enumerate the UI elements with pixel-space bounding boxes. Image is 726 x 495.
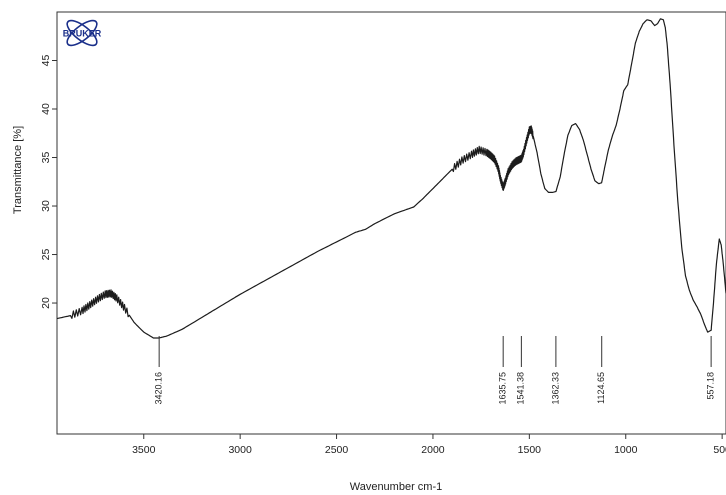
logo-text: BRUKER	[63, 29, 102, 39]
plot-frame	[56, 11, 726, 435]
y-tick-label: 40	[40, 103, 52, 115]
peak-label: 1541.38	[516, 372, 526, 405]
bruker-logo: BRUKER	[63, 19, 102, 47]
x-tick-label: 2000	[421, 444, 445, 456]
x-tick-label: 1500	[518, 444, 542, 456]
y-axis-title: Transmittance [%]	[12, 126, 24, 214]
y-tick-label: 35	[40, 152, 52, 164]
y-tick-label: 30	[40, 200, 52, 212]
peak-label: 1124.65	[596, 372, 606, 404]
x-tick-label: 1000	[614, 444, 638, 456]
series-layer	[56, 18, 726, 339]
spectrum-line	[56, 18, 726, 339]
y-tick-label: 45	[40, 55, 52, 67]
y-tick-label: 25	[40, 249, 52, 261]
x-tick-label: 3000	[228, 444, 252, 456]
y-axis: 20 25 30 35 40 45	[40, 55, 57, 309]
peak-label: 1635.75	[498, 372, 508, 405]
x-axis: 3500 3000 2500 2000 1500 1000 500	[132, 434, 726, 456]
x-tick-label: 500	[713, 444, 726, 456]
x-tick-label: 2500	[325, 444, 349, 456]
peak-label: 1362.33	[550, 372, 560, 405]
peak-markers: 3420.16 1635.75 1541.38 1362.33 1124.65 557.1…	[154, 336, 715, 405]
peak-label: 557.18	[705, 372, 715, 400]
peak-label: 3420.16	[154, 372, 164, 405]
x-tick-label: 3500	[132, 444, 156, 456]
x-axis-title: Wavenumber cm-1	[350, 481, 443, 493]
y-tick-label: 20	[40, 297, 52, 309]
